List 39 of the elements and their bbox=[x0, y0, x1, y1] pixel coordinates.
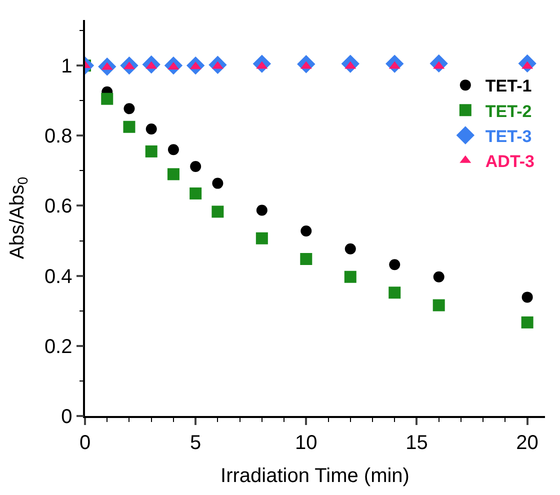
point bbox=[388, 286, 401, 299]
point bbox=[146, 123, 157, 134]
point bbox=[256, 232, 268, 244]
legend-label: TET-1 bbox=[485, 76, 532, 96]
point bbox=[256, 204, 268, 216]
x-tick-label: 20 bbox=[516, 432, 538, 454]
point bbox=[168, 144, 179, 156]
point bbox=[190, 187, 202, 200]
point bbox=[124, 103, 135, 114]
legend-label: ADT-3 bbox=[485, 152, 535, 171]
y-tick-label: 0.2 bbox=[44, 336, 72, 358]
legend-label: TET-2 bbox=[485, 102, 532, 121]
point bbox=[521, 316, 534, 328]
y-tick-label: 0 bbox=[61, 406, 72, 428]
y-tick-label: 1 bbox=[61, 56, 72, 78]
point bbox=[432, 299, 445, 312]
x-tick-label: 5 bbox=[190, 432, 202, 454]
point bbox=[300, 253, 312, 265]
point bbox=[167, 168, 180, 180]
x-tick-label: 10 bbox=[295, 432, 318, 454]
x-tick-label: 15 bbox=[406, 432, 428, 454]
point bbox=[212, 178, 224, 189]
y-tick-label: 0.8 bbox=[44, 126, 72, 148]
x-tick-label: 0 bbox=[79, 432, 91, 454]
point bbox=[433, 271, 444, 282]
point bbox=[123, 120, 136, 133]
point bbox=[300, 225, 312, 236]
point bbox=[212, 206, 224, 218]
point bbox=[389, 259, 400, 270]
x-axis-title: Irradiation Time (min) bbox=[220, 464, 410, 487]
point bbox=[344, 243, 356, 254]
y-tick-label: 0.4 bbox=[44, 266, 72, 288]
y-tick-label: 0.6 bbox=[44, 196, 72, 218]
point bbox=[145, 145, 158, 158]
point bbox=[522, 292, 533, 303]
point bbox=[344, 270, 356, 283]
legend-label: TET-3 bbox=[485, 126, 532, 146]
point bbox=[190, 160, 202, 172]
point bbox=[101, 92, 114, 105]
